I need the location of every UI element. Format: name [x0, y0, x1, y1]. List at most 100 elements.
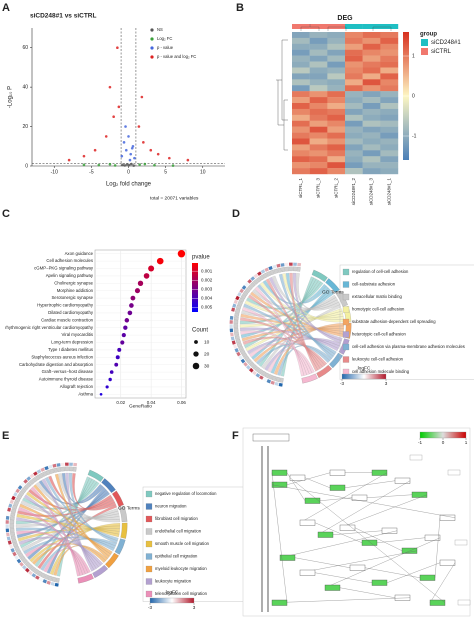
- gene-logfc: [264, 267, 269, 272]
- gene-sector: [293, 266, 297, 272]
- heat-cell: [292, 37, 310, 45]
- y-tick-label: Staphylococcus aureus infection: [31, 354, 93, 359]
- heat-cell: [345, 150, 363, 157]
- x-tick-label: 10: [200, 169, 206, 175]
- gene-box: [349, 564, 366, 571]
- gene-sector: [259, 274, 265, 281]
- ribbon: [278, 273, 334, 359]
- gene-logfc: [255, 373, 261, 378]
- gene-logfc: [293, 262, 297, 266]
- gene-logfc: [12, 551, 17, 557]
- legend-label: cell-cell adhesion via plasma-membrane a…: [352, 344, 465, 349]
- dendrogram: [300, 24, 392, 31]
- gene-logfc: [38, 577, 44, 582]
- heat-cell: [327, 67, 346, 74]
- heat-cell: [362, 91, 381, 98]
- gene-sector: [22, 558, 28, 565]
- point: [133, 156, 136, 160]
- pathway-edge: [286, 472, 331, 485]
- gene-box: [394, 477, 411, 484]
- group-bar: [292, 24, 310, 29]
- y-tick-label: Serotonergic synapse: [51, 295, 93, 300]
- gene-logfc: [6, 532, 10, 537]
- heat-cell: [362, 114, 381, 121]
- gene-sector: [15, 549, 22, 555]
- ribbon: [54, 473, 110, 559]
- term-sector: [325, 278, 340, 293]
- heat-cell: [380, 49, 399, 56]
- heat-cell: [345, 43, 363, 50]
- ribbon: [65, 472, 95, 572]
- heat-cell: [309, 138, 328, 145]
- pathway-edge: [317, 480, 411, 535]
- heat-cell: [345, 85, 363, 92]
- ribbon: [19, 503, 113, 555]
- gene-logfc: [20, 481, 26, 487]
- heat-cell: [345, 114, 363, 121]
- dot: [130, 295, 136, 301]
- point: [171, 164, 175, 167]
- column-label: siCD248#1_2: [351, 178, 356, 206]
- ribbon: [16, 527, 115, 552]
- gene-box: [361, 539, 378, 546]
- gene-logfc: [237, 292, 242, 297]
- legend-label: neuron migration: [155, 504, 187, 509]
- point: [112, 115, 115, 119]
- gene-logfc: [266, 379, 272, 384]
- legend-swatch: [342, 281, 350, 288]
- heat-cell: [309, 61, 328, 68]
- pathway-edge: [279, 530, 398, 558]
- legend-label: siCD248#1: [431, 40, 461, 46]
- y-tick-label: Hypertrophic cardiomyopathy: [37, 303, 94, 308]
- point: [153, 163, 156, 167]
- gene-sector: [49, 468, 55, 474]
- colorbar-label: -1: [418, 440, 423, 445]
- legend-swatch: [145, 528, 153, 535]
- gene-sector: [250, 281, 256, 288]
- legend-marker: [150, 46, 154, 50]
- pathway-edge: [354, 527, 403, 551]
- column-label: siCTRL_2: [333, 178, 338, 199]
- heat-cell: [362, 49, 381, 56]
- point: [67, 158, 71, 162]
- heat-cell: [345, 144, 363, 151]
- gene-sector: [51, 576, 57, 582]
- gene-sector: [69, 466, 73, 472]
- dot: [177, 250, 186, 258]
- y-tick-label: Type I diabetes mellitus: [48, 347, 93, 352]
- heat-cell: [345, 67, 363, 74]
- heat-cell: [292, 114, 310, 121]
- gene-logfc: [9, 499, 14, 505]
- outcome-box: [409, 454, 423, 461]
- legend-title: GO Terms: [118, 505, 140, 511]
- y-tick-label: 20: [22, 124, 28, 130]
- point: [117, 105, 121, 109]
- legend-swatch: [342, 268, 350, 276]
- point: [125, 163, 129, 166]
- gene-logfc: [229, 328, 234, 333]
- gene-sector: [269, 269, 275, 276]
- heat-cell: [345, 49, 363, 56]
- gene-logfc: [8, 544, 14, 549]
- term-sector: [311, 269, 328, 282]
- point: [93, 148, 97, 152]
- heat-cell: [345, 61, 363, 68]
- gene-sector: [243, 355, 250, 361]
- gene-logfc: [241, 285, 247, 290]
- ribbon: [289, 272, 319, 372]
- heat-cell: [327, 61, 346, 68]
- gene-sector: [9, 524, 15, 528]
- group-bar: [309, 24, 328, 29]
- gene-sector: [234, 312, 240, 317]
- point: [124, 148, 128, 152]
- heat-cell: [362, 168, 381, 175]
- heat-cell: [309, 156, 328, 163]
- heat-cell: [362, 108, 381, 116]
- gene-box: [299, 519, 316, 526]
- y-tick-label: Cardiac muscle contraction: [41, 317, 93, 322]
- gene-sector: [65, 466, 69, 472]
- gene-logfc: [7, 540, 12, 545]
- legend-swatch: [145, 565, 153, 573]
- heat-cell: [345, 55, 363, 62]
- gene-box: [299, 569, 316, 576]
